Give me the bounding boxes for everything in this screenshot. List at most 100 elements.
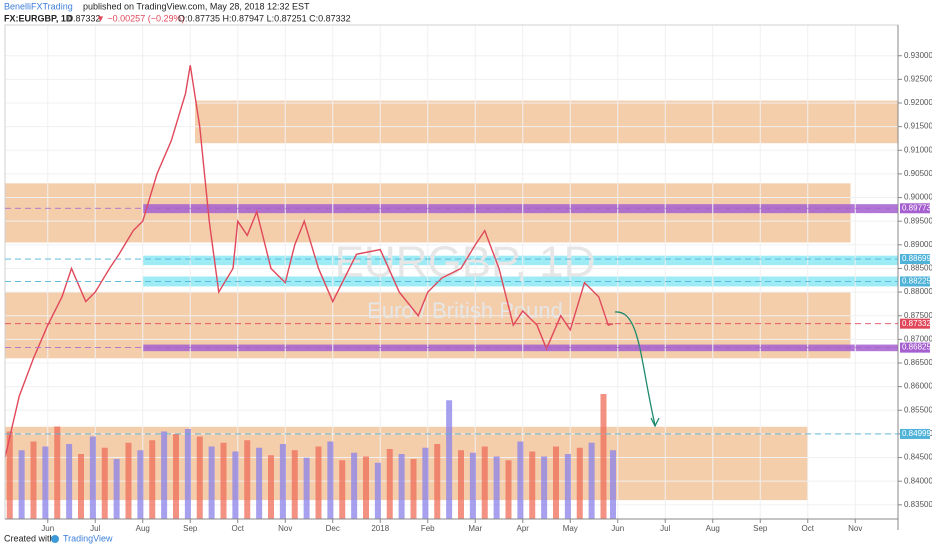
symbol: FX:EURGBP, 1D — [4, 13, 73, 23]
volume-bar — [458, 450, 464, 519]
volume-bar — [398, 454, 405, 519]
volume-bar — [125, 442, 132, 519]
volume-bar — [279, 444, 286, 519]
volume-bar — [6, 431, 13, 519]
volume-bar — [541, 456, 548, 519]
level-badge — [900, 254, 930, 265]
last: 0.87332 — [68, 13, 101, 23]
volume-bar — [208, 446, 215, 519]
volume-bar — [553, 446, 559, 519]
volume-bar — [600, 394, 607, 519]
volume-bar — [101, 447, 108, 519]
y-tick-label: 0.91000 — [904, 145, 932, 154]
level-badge — [900, 342, 930, 353]
y-tick-label: 0.88500 — [904, 264, 932, 273]
volume-bar — [422, 447, 429, 519]
level-label: 0.87332 — [902, 319, 931, 328]
volume-bar — [493, 456, 500, 519]
volume-bar — [315, 446, 322, 519]
level-label: 0.84999 — [902, 429, 931, 438]
volume-bar — [386, 449, 393, 519]
volume-bar — [244, 440, 251, 519]
volume-bar — [339, 460, 346, 519]
x-tick-label: May — [563, 524, 578, 533]
ohlc: O:0.87735 H:0.87947 L:0.87251 C:0.87332 — [178, 13, 351, 23]
zone — [195, 100, 898, 144]
volume-bar — [149, 440, 156, 519]
y-tick-label: 0.87500 — [904, 311, 932, 320]
volume-bar — [113, 459, 120, 519]
volume-bar — [588, 442, 595, 519]
volume-bar — [517, 441, 524, 519]
volume-bar — [66, 444, 73, 519]
zone — [142, 255, 898, 266]
volume-bar — [410, 459, 417, 519]
volume — [6, 394, 616, 519]
volume-bar — [363, 456, 369, 519]
brand[interactable]: TradingView — [63, 533, 113, 543]
level-badge — [900, 318, 930, 329]
y-tick-label: 0.83500 — [904, 500, 932, 509]
x-tick-label: Jul — [660, 524, 670, 533]
change: ▼ −0.00257 (−0.29%) — [96, 13, 184, 23]
volume-bar — [78, 454, 84, 519]
volume-bar — [30, 441, 37, 519]
volume-bar — [196, 436, 203, 519]
level-label: 0.86825 — [902, 343, 931, 352]
volume-bar — [434, 444, 441, 519]
y-tick-label: 0.85500 — [904, 405, 932, 414]
y-tick-label: 0.90500 — [904, 169, 932, 178]
publisher[interactable]: BenelliFXTrading — [4, 1, 73, 11]
x-tick-label: Nov — [278, 524, 292, 533]
volume-bar — [327, 441, 334, 519]
volume-bar — [42, 446, 49, 519]
y-tick-label: 0.89000 — [904, 240, 932, 249]
volume-bar — [137, 450, 144, 519]
volume-bar — [256, 447, 263, 519]
level-badge — [900, 203, 930, 214]
level-label: 0.88225 — [902, 277, 931, 286]
x-tick-label: Dec — [326, 524, 340, 533]
y-tick-label: 0.84500 — [904, 453, 932, 462]
volume-bar — [173, 434, 179, 519]
y-tick-label: 0.89500 — [904, 216, 932, 225]
x-tick-label: Mar — [468, 524, 482, 533]
volume-bar — [505, 460, 512, 519]
volume-bar — [303, 457, 310, 519]
x-tick-label: Sep — [183, 524, 198, 533]
volume-bar — [374, 462, 381, 519]
volume-bar — [18, 450, 25, 519]
x-tick-label: Sep — [753, 524, 768, 533]
logo — [51, 535, 59, 543]
x-tick-label: Aug — [136, 524, 150, 533]
x-tick-label: Apr — [517, 524, 530, 533]
plot — [4, 65, 614, 458]
volume-bar — [89, 436, 96, 519]
volume-bar — [291, 450, 298, 519]
y-tick-label: 0.84000 — [904, 476, 932, 485]
volume-bar — [446, 400, 453, 519]
y-tick-label: 0.92000 — [904, 98, 932, 107]
volume-bar — [610, 450, 616, 519]
volume-bar — [161, 431, 168, 519]
x-tick-label: Jul — [90, 524, 100, 533]
volume-bar — [564, 454, 571, 519]
x-tick-label: Oct — [232, 524, 245, 533]
x-tick-label: Oct — [802, 524, 815, 533]
x-tick-label: Jun — [41, 524, 54, 533]
level-badge — [900, 276, 930, 287]
volume-bar — [481, 446, 488, 519]
price-line — [4, 65, 614, 458]
volume-bar — [351, 452, 358, 519]
level-badge — [900, 428, 930, 439]
volume-bar — [576, 447, 583, 519]
level-label: 0.88699 — [902, 254, 931, 263]
created: Created with — [4, 533, 55, 543]
arrow-head — [650, 417, 660, 428]
published: published on TradingView.com, May 28, 20… — [83, 1, 310, 11]
x-tick-label: Feb — [421, 524, 435, 533]
volume-bar — [469, 452, 476, 519]
volume-bar — [184, 429, 191, 519]
